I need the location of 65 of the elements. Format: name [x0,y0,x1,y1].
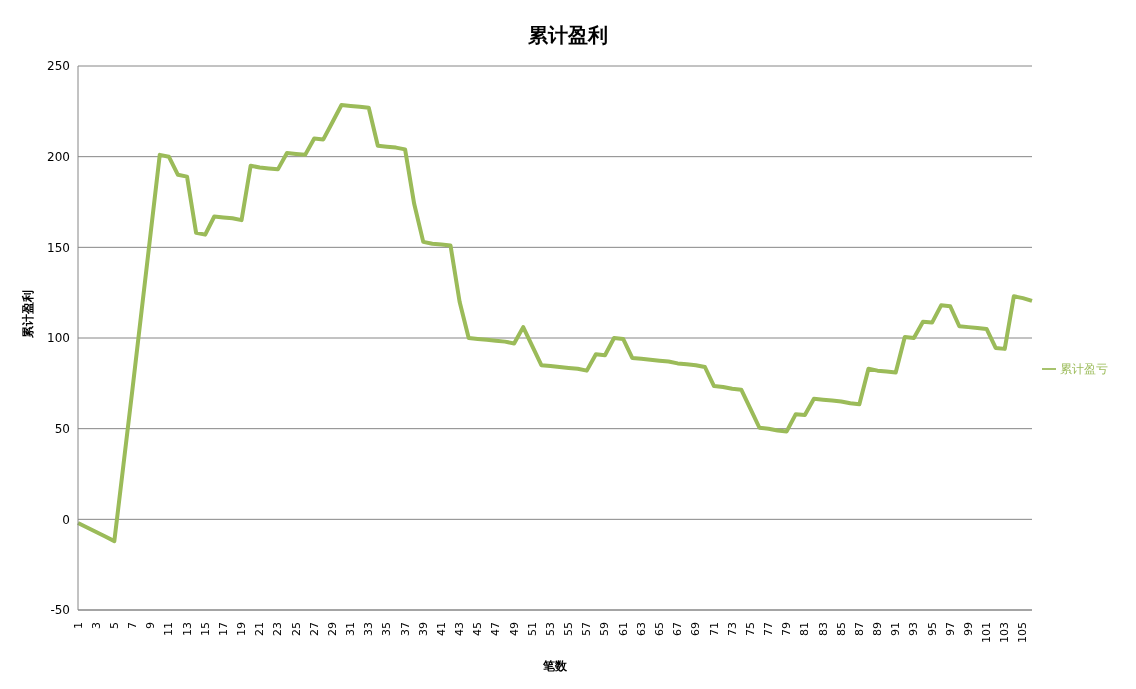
x-tick-label: 95 [925,622,939,636]
x-tick-label: 73 [725,622,739,636]
x-tick-label: 57 [580,622,594,636]
x-tick-label: 7 [126,622,140,629]
y-axis-title: 累计盈利 [21,290,36,339]
x-tick-label: 45 [471,622,485,636]
x-tick-label: 41 [434,622,448,636]
x-tick-label: 55 [562,622,576,636]
x-tick-label: 3 [89,622,103,629]
x-tick-label: 25 [289,622,303,636]
x-tick-label: 77 [762,622,776,636]
y-tick-label: 0 [62,512,70,527]
x-tick-label: 43 [453,622,467,636]
x-tick-label: 81 [798,622,812,636]
x-tick-label: 69 [689,622,703,636]
x-tick-label: 85 [834,622,848,636]
y-tick-label: -50 [50,603,70,618]
x-tick-label: 21 [253,622,267,636]
y-tick-label: 150 [47,240,70,255]
x-tick-label: 1 [71,622,85,629]
x-tick-label: 61 [616,622,630,636]
x-tick-label: 27 [307,622,321,636]
x-tick-label: 91 [889,622,903,636]
x-tick-label: 101 [980,622,994,643]
x-tick-label: 9 [144,622,158,629]
x-tick-label: 67 [671,622,685,636]
x-tick-label: 49 [507,622,521,636]
x-tick-label: 63 [634,622,648,636]
x-tick-label: 17 [216,622,230,636]
x-tick-label: 53 [543,622,557,636]
x-tick-label: 37 [398,622,412,636]
y-tick-label: 250 [47,59,70,74]
x-tick-label: 35 [380,622,394,636]
x-tick-label: 33 [362,622,376,636]
x-tick-label: 39 [416,622,430,636]
x-tick-label: 47 [489,622,503,636]
x-tick-label: 65 [652,622,666,636]
x-tick-label: 19 [235,622,249,636]
x-tick-label: 87 [852,622,866,636]
legend-label: 累计盈亏 [1060,361,1108,376]
x-tick-label: 59 [598,622,612,636]
x-tick-label: 11 [162,622,176,636]
x-tick-label: 75 [743,622,757,636]
x-tick-label: 79 [780,622,794,636]
x-tick-label: 23 [271,622,285,636]
x-tick-label: 5 [107,622,121,629]
x-tick-label: 15 [198,622,212,636]
x-tick-label: 93 [907,622,921,636]
y-tick-label: 50 [54,421,70,436]
y-tick-label: 200 [47,149,70,164]
x-tick-label: 97 [943,622,957,636]
x-tick-label: 13 [180,622,194,636]
x-tick-label: 89 [871,622,885,636]
line-series [76,102,1034,544]
x-tick-label: 51 [525,622,539,636]
x-tick-label: 99 [961,622,975,636]
x-tick-label: 83 [816,622,830,636]
x-tick-label: 105 [1016,622,1030,643]
x-axis-title: 笔数 [542,659,568,673]
chart-title: 累计盈利 [527,22,609,49]
x-tick-label: 31 [344,622,358,636]
x-tick-label: 29 [325,622,339,636]
y-tick-label: 100 [47,331,70,346]
x-tick-label: 103 [998,622,1012,643]
x-tick-label: 71 [707,622,721,636]
